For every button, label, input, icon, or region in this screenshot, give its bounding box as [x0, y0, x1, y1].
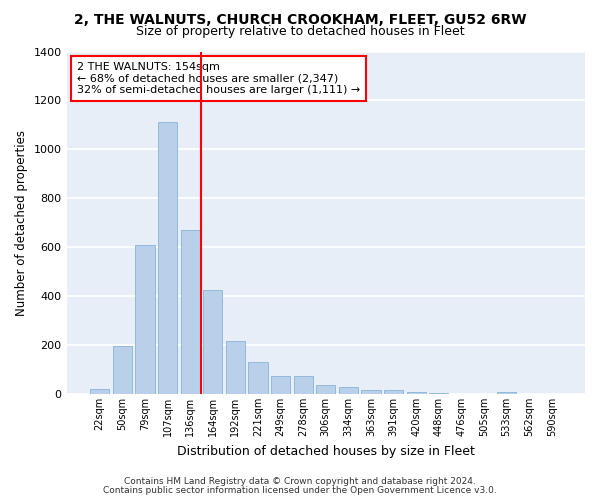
Bar [113, 346, 132, 394]
Bar [158, 122, 177, 394]
Bar [384, 390, 403, 394]
Bar [271, 376, 290, 394]
Bar [407, 392, 426, 394]
X-axis label: Distribution of detached houses by size in Fleet: Distribution of detached houses by size … [177, 444, 475, 458]
Bar [181, 230, 200, 394]
Text: Size of property relative to detached houses in Fleet: Size of property relative to detached ho… [136, 25, 464, 38]
Bar [429, 393, 448, 394]
Bar [248, 362, 268, 394]
Text: 2, THE WALNUTS, CHURCH CROOKHAM, FLEET, GU52 6RW: 2, THE WALNUTS, CHURCH CROOKHAM, FLEET, … [74, 12, 526, 26]
Bar [361, 390, 380, 394]
Bar [497, 392, 516, 394]
Text: 2 THE WALNUTS: 154sqm
← 68% of detached houses are smaller (2,347)
32% of semi-d: 2 THE WALNUTS: 154sqm ← 68% of detached … [77, 62, 360, 95]
Text: Contains HM Land Registry data © Crown copyright and database right 2024.: Contains HM Land Registry data © Crown c… [124, 477, 476, 486]
Bar [90, 389, 109, 394]
Y-axis label: Number of detached properties: Number of detached properties [15, 130, 28, 316]
Bar [339, 386, 358, 394]
Bar [316, 386, 335, 394]
Bar [226, 342, 245, 394]
Bar [203, 290, 223, 394]
Bar [136, 245, 155, 394]
Text: Contains public sector information licensed under the Open Government Licence v3: Contains public sector information licen… [103, 486, 497, 495]
Bar [293, 376, 313, 394]
